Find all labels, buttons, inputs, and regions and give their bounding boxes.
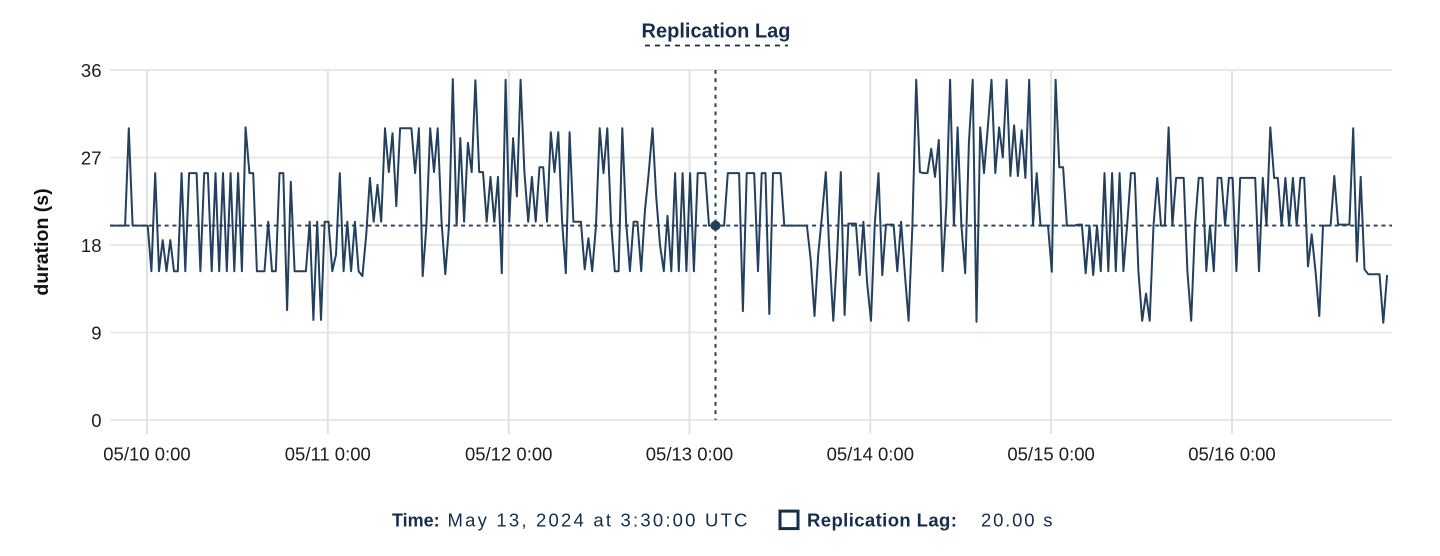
svg-text:05/13 0:00: 05/13 0:00 — [646, 444, 733, 465]
svg-text:9: 9 — [91, 323, 101, 344]
svg-text:0: 0 — [91, 410, 101, 431]
svg-text:Replication Lag: Replication Lag — [642, 21, 791, 43]
svg-text:May 13, 2024 at 3:30:00 UTC: May 13, 2024 at 3:30:00 UTC — [448, 510, 750, 531]
svg-text:05/11 0:00: 05/11 0:00 — [285, 444, 371, 465]
svg-text:27: 27 — [81, 148, 102, 169]
svg-text:05/16 0:00: 05/16 0:00 — [1188, 444, 1275, 465]
svg-text:05/12 0:00: 05/12 0:00 — [465, 444, 552, 465]
svg-text:Replication Lag:: Replication Lag: — [807, 510, 957, 531]
svg-text:05/14 0:00: 05/14 0:00 — [827, 444, 914, 465]
svg-text:duration (s): duration (s) — [31, 188, 53, 295]
svg-text:18: 18 — [81, 235, 102, 256]
svg-text:05/15 0:00: 05/15 0:00 — [1007, 444, 1094, 465]
svg-text:05/10 0:00: 05/10 0:00 — [103, 444, 190, 465]
svg-text:20.00 s: 20.00 s — [981, 510, 1054, 531]
svg-text:Time:: Time: — [392, 511, 440, 531]
svg-text:36: 36 — [81, 60, 102, 81]
